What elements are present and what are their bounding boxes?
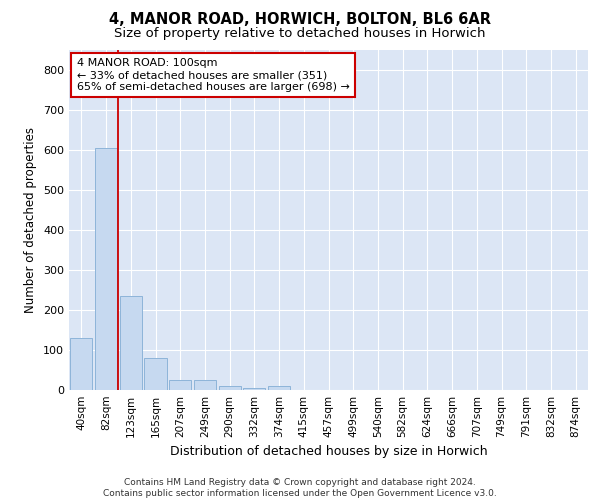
Text: Size of property relative to detached houses in Horwich: Size of property relative to detached ho… (114, 28, 486, 40)
Bar (169, 380, 191, 390)
Bar (243, 388, 265, 390)
Y-axis label: Number of detached properties: Number of detached properties (25, 127, 37, 313)
Bar (268, 386, 290, 390)
Bar (218, 386, 241, 390)
Bar (145, 358, 167, 390)
Bar (95, 148, 117, 390)
X-axis label: Distribution of detached houses by size in Horwich: Distribution of detached houses by size … (170, 446, 487, 458)
Bar (119, 296, 142, 390)
Bar (194, 380, 216, 390)
Text: 4 MANOR ROAD: 100sqm
← 33% of detached houses are smaller (351)
65% of semi-deta: 4 MANOR ROAD: 100sqm ← 33% of detached h… (77, 58, 350, 92)
Bar (70, 338, 92, 390)
Text: 4, MANOR ROAD, HORWICH, BOLTON, BL6 6AR: 4, MANOR ROAD, HORWICH, BOLTON, BL6 6AR (109, 12, 491, 28)
Text: Contains HM Land Registry data © Crown copyright and database right 2024.
Contai: Contains HM Land Registry data © Crown c… (103, 478, 497, 498)
